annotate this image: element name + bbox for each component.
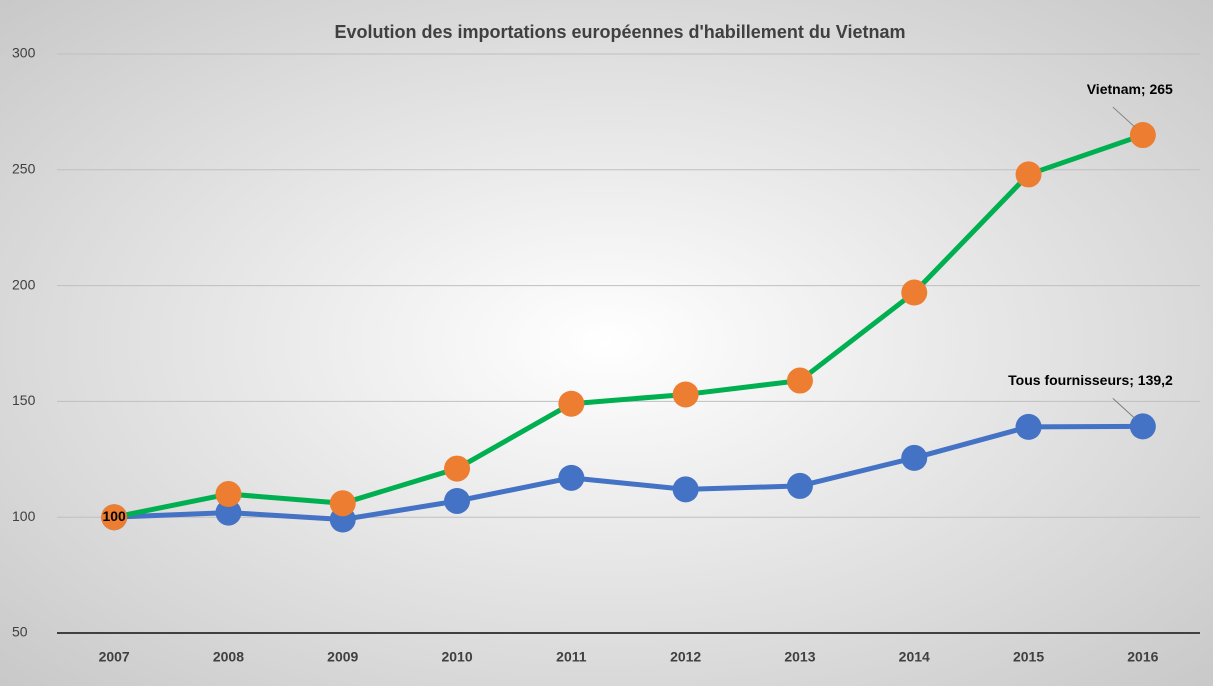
x-tick-label: 2016 [1127, 649, 1158, 665]
y-tick-label: 300 [12, 45, 36, 61]
x-tick-label: 2011 [556, 649, 587, 665]
marker [329, 490, 356, 517]
x-tick-label: 2007 [99, 649, 130, 665]
x-tick-label: 2013 [784, 649, 815, 665]
marker [672, 476, 699, 503]
marker [1129, 413, 1156, 440]
series-line [113, 132, 1144, 520]
data-label: Tous fournisseurs; 139,2 [1008, 372, 1173, 388]
x-tick-label: 2014 [899, 649, 930, 665]
marker [901, 279, 928, 306]
y-tick-label: 50 [12, 624, 28, 640]
marker [558, 464, 585, 491]
marker [215, 481, 242, 508]
marker [558, 390, 585, 417]
marker [444, 455, 471, 482]
y-tick-label: 250 [12, 161, 36, 177]
marker [101, 504, 128, 531]
x-tick-label: 2008 [213, 649, 244, 665]
marker [1129, 122, 1156, 149]
marker [901, 444, 928, 471]
x-tick-label: 2009 [327, 649, 358, 665]
chart-title: Evolution des importations européennes d… [334, 22, 905, 42]
x-tick-label: 2010 [441, 649, 472, 665]
y-tick-label: 150 [12, 392, 36, 408]
y-tick-label: 200 [12, 276, 36, 292]
marker [215, 499, 242, 526]
x-tick-label: 2015 [1013, 649, 1044, 665]
marker [786, 472, 813, 499]
marker [1015, 413, 1042, 440]
marker [1015, 161, 1042, 188]
marker [444, 487, 471, 514]
data-label: 100 [102, 508, 126, 524]
marker [672, 381, 699, 408]
x-tick-label: 2012 [670, 649, 701, 665]
data-label: Vietnam; 265 [1087, 81, 1173, 97]
leader-line [1112, 398, 1136, 419]
series-line [114, 423, 1143, 523]
leader-line [1112, 106, 1136, 128]
marker [786, 367, 813, 394]
y-tick-label: 100 [12, 508, 36, 524]
